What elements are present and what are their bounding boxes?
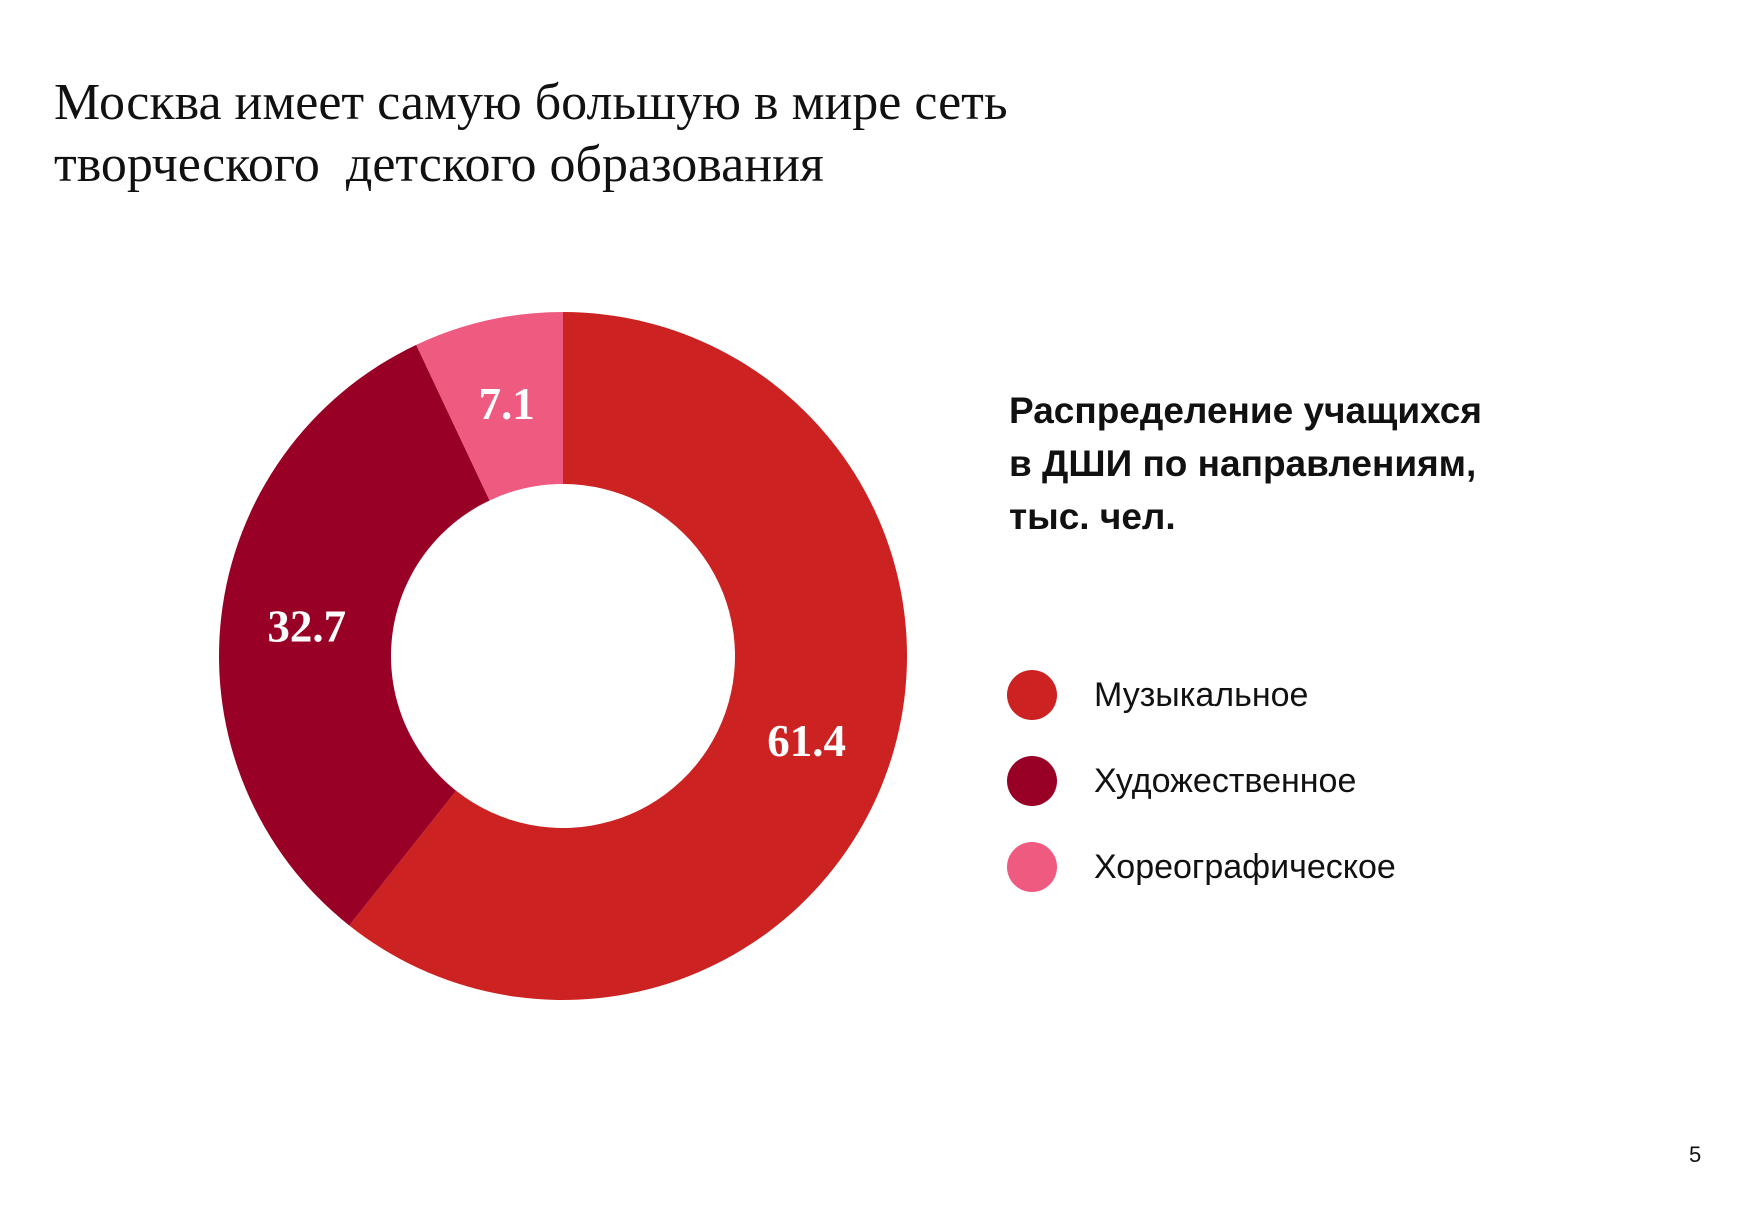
page-number: 5 (1689, 1142, 1702, 1167)
legend-swatch (1007, 842, 1057, 892)
title-line: творческого детского образования (54, 136, 824, 193)
legend-item-art: Художественное (1007, 738, 1396, 824)
donut-slice-1 (349, 312, 907, 1001)
slide-title: Москва имеет самую большую в мире сеть т… (54, 72, 1008, 196)
data-label: 61.4 (767, 716, 846, 766)
legend: Музыкальное Художественное Хореографичес… (1007, 652, 1396, 910)
chart-title: Распределение учащихся в ДШИ по направле… (1009, 384, 1482, 543)
legend-swatch (1007, 756, 1057, 806)
legend-label: Художественное (1094, 761, 1357, 800)
donut-slice-2 (219, 344, 490, 926)
legend-label: Хореографическое (1094, 847, 1396, 886)
legend-item-dance: Хореографическое (1007, 824, 1396, 910)
chart-title-line: в ДШИ по направлениям, (1009, 443, 1477, 484)
chart-title-line: тыс. чел. (1009, 496, 1176, 537)
title-line: Москва имеет самую большую в мире сеть (54, 74, 1008, 131)
donut-slice-3 (416, 312, 563, 501)
legend-swatch (1007, 670, 1057, 720)
chart-title-line: Распределение учащихся (1009, 390, 1482, 431)
data-label: 32.7 (267, 601, 346, 651)
data-label: 7.1 (478, 379, 534, 429)
legend-label: Музыкальное (1094, 675, 1309, 714)
donut-chart: 61.4 32.7 7.1 (219, 312, 907, 1001)
legend-item-music: Музыкальное (1007, 652, 1396, 738)
